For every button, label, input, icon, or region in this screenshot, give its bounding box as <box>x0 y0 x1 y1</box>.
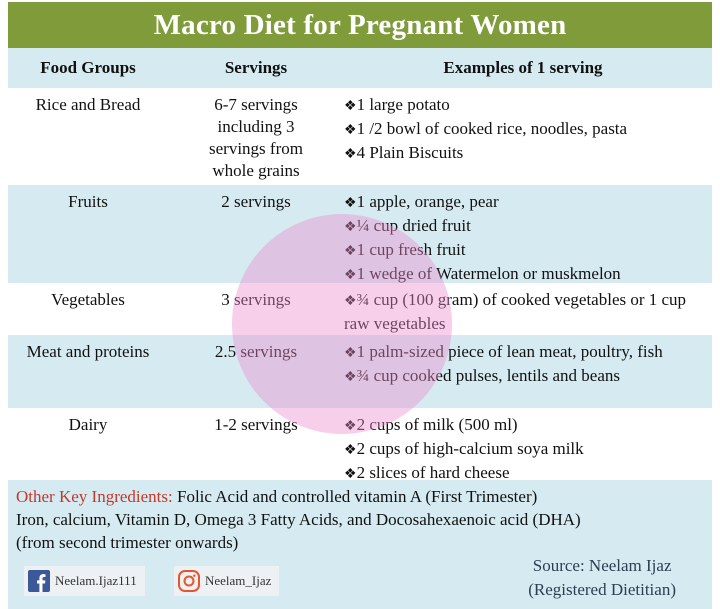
examples-cell: ¾ cup (100 gram) of cooked vegetables or… <box>344 283 702 335</box>
example-item: ¾ cup cooked pulses, lentils and beans <box>344 365 702 389</box>
food-group: Meat and proteins <box>26 342 150 361</box>
facebook-icon <box>28 570 50 592</box>
example-item: 4 Plain Biscuits <box>344 142 702 166</box>
source-line: Source: Neelam Ijaz <box>532 556 672 575</box>
servings: 6-7 servings including 3 servings from w… <box>209 95 303 180</box>
table-row: Rice and Bread 6-7 servings including 3 s… <box>8 88 712 185</box>
example-item: 1 /2 bowl of cooked rice, noodles, pasta <box>344 118 702 142</box>
servings: 2 servings <box>221 192 291 211</box>
notes-section: Other Key Ingredients: Folic Acid and co… <box>8 480 712 609</box>
example-item: 2 cups of high-calcium soya milk <box>344 438 702 462</box>
example-item: ¾ cup (100 gram) of cooked vegetables or… <box>344 289 702 335</box>
servings-cell: 6-7 servings including 3 servings from w… <box>168 88 344 185</box>
table-row: Fruits 2 servings 1 apple, orange, pear¼ c… <box>8 185 712 283</box>
notes-label: Other Key Ingredients: <box>16 487 173 506</box>
title: Macro Diet for Pregnant Women <box>153 8 567 41</box>
header-cell: Servings <box>224 58 288 77</box>
example-item: 2 slices of hard cheese <box>344 462 702 486</box>
notes-text: Other Key Ingredients: Folic Acid and co… <box>16 485 706 554</box>
table-row: Meat and proteins 2.5 servings 1 palm-size… <box>8 335 712 408</box>
example-item: 1 palm-sized piece of lean meat, poultry… <box>344 341 702 365</box>
facebook-name: Neelam.Ijaz111 <box>55 573 137 588</box>
instagram-handle[interactable]: Neelam_Ijaz <box>174 566 280 596</box>
notes-line: Iron, calcium, Vitamin D, Omega 3 Fatty … <box>16 510 581 529</box>
food-group: Fruits <box>68 192 108 211</box>
examples-cell: 1 apple, orange, pear¼ cup dried fruit1 … <box>344 185 702 283</box>
notes-line: Folic Acid and controlled vitamin A (Fir… <box>176 487 538 506</box>
servings-cell: 2 servings <box>168 185 344 283</box>
example-item: 2 cups of milk (500 ml) <box>344 414 702 438</box>
source-line: (Registered Dietitian) <box>528 580 676 599</box>
servings-cell: 1-2 servings <box>168 408 344 480</box>
facebook-handle[interactable]: Neelam.Ijaz111 <box>24 566 145 596</box>
servings: 1-2 servings <box>214 415 298 434</box>
servings: 3 servings <box>221 290 291 309</box>
header-cell: Food Groups <box>40 58 136 77</box>
examples-cell: 2 cups of milk (500 ml)2 cups of high-ca… <box>344 408 702 482</box>
table-row: Dairy 1-2 servings 2 cups of milk (500 ml)… <box>8 408 712 482</box>
servings-cell: 2.5 servings <box>168 335 344 408</box>
example-item: 1 apple, orange, pear <box>344 191 702 215</box>
header-row: Food Groups Servings Examples of 1 servi… <box>8 48 712 88</box>
examples-cell: 1 palm-sized piece of lean meat, poultry… <box>344 335 702 408</box>
food-group: Dairy <box>68 415 108 434</box>
food-group: Rice and Bread <box>35 95 141 114</box>
example-item: 1 wedge of Watermelon or muskmelon <box>344 263 702 287</box>
examples-cell: 1 large potato1 /2 bowl of cooked rice, … <box>344 88 702 185</box>
source: Source: Neelam Ijaz (Registered Dietitia… <box>528 554 676 602</box>
header-cell: Examples of 1 serving <box>443 58 603 77</box>
example-item: 1 cup fresh fruit <box>344 239 702 263</box>
servings: 2.5 servings <box>214 342 298 361</box>
example-item: 1 large potato <box>344 94 702 118</box>
example-item: ¼ cup dried fruit <box>344 215 702 239</box>
notes-line: (from second trimester onwards) <box>16 533 239 552</box>
diet-table: Food Groups Servings Examples of 1 servi… <box>8 48 712 482</box>
instagram-icon <box>178 570 200 592</box>
instagram-name: Neelam_Ijaz <box>205 573 272 588</box>
food-group: Vegetables <box>51 290 125 309</box>
table-row: Vegetables 3 servings ¾ cup (100 gram) of … <box>8 283 712 335</box>
title-bar: Macro Diet for Pregnant Women <box>8 2 712 48</box>
servings-cell: 3 servings <box>168 283 344 335</box>
